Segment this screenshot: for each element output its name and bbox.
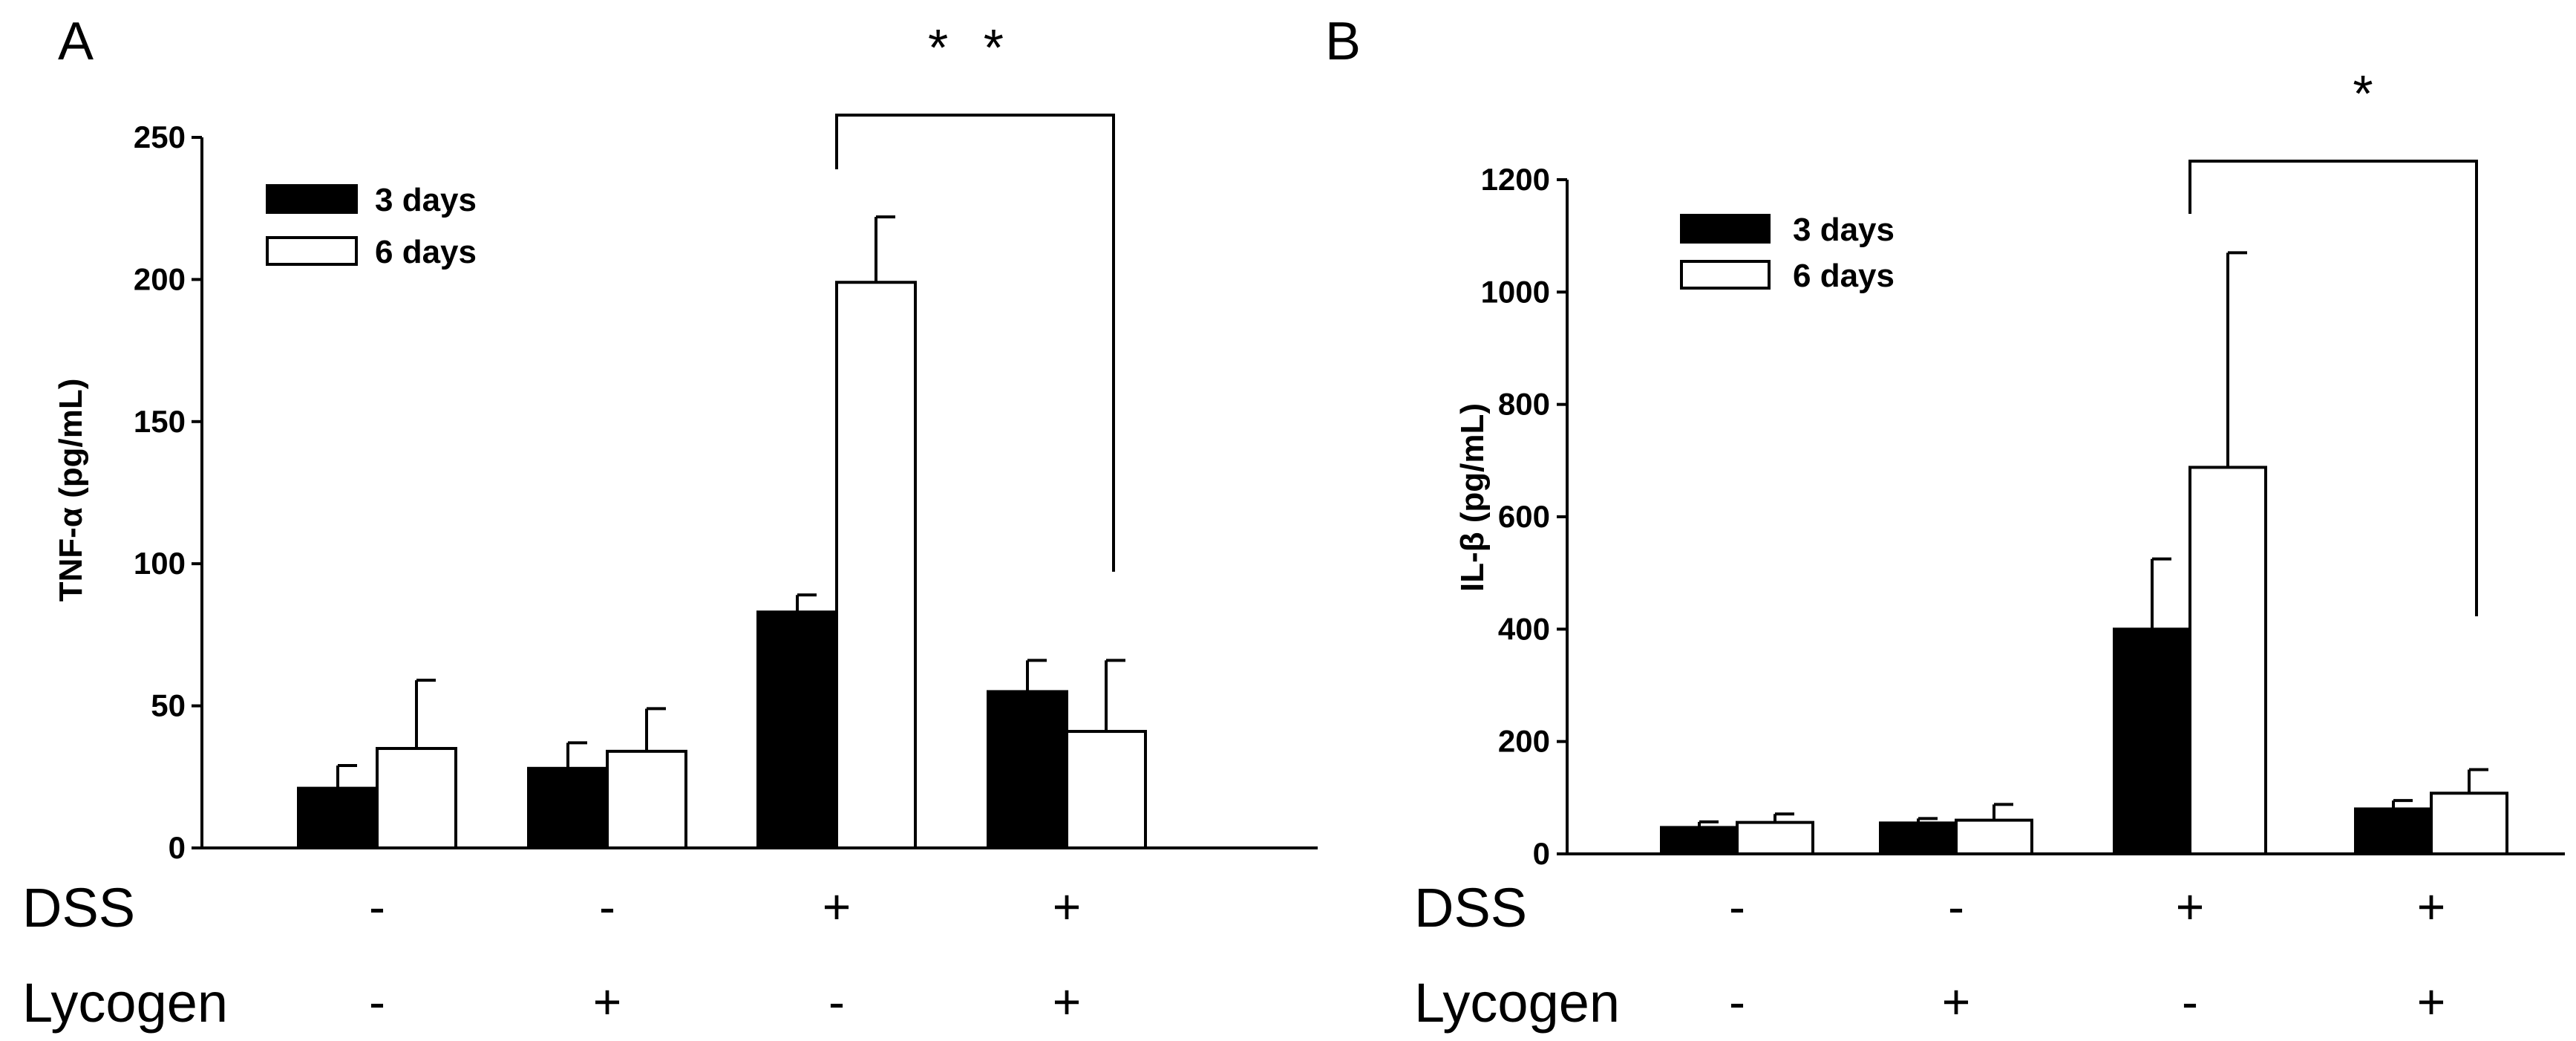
condition-row-label: DSS: [1414, 877, 1527, 939]
y-tick-label: 150: [134, 404, 186, 439]
panel-b-chart: B 0 200 400 600 800 1000 1200 IL-β (pg/mL) 3 days…: [1325, 12, 2565, 1034]
bar: [1736, 820, 1814, 856]
legend-label: 3 days: [375, 182, 477, 218]
legend-label: 3 days: [1793, 212, 1895, 248]
condition-mark: -: [369, 974, 385, 1029]
bar: [2430, 792, 2508, 856]
y-tick-label: 400: [1498, 611, 1550, 646]
condition-mark: -: [828, 974, 845, 1029]
condition-mark: -: [369, 879, 385, 934]
bar: [1065, 730, 1147, 849]
legend-swatch: [266, 184, 358, 214]
legend-label: 6 days: [1793, 258, 1895, 294]
y-tick-label: 200: [134, 261, 186, 296]
legend-swatch: [1680, 260, 1771, 290]
condition-mark: +: [593, 974, 622, 1029]
condition-mark: -: [1729, 974, 1745, 1029]
condition-mark: -: [2182, 974, 2198, 1029]
significance-label: * *: [928, 19, 1014, 76]
bar: [297, 786, 379, 850]
y-tick-label: 800: [1498, 387, 1550, 422]
legend-label: 6 days: [375, 234, 477, 270]
y-tick-label: 200: [1498, 724, 1550, 759]
y-axis-label: IL-β (pg/mL): [1454, 403, 1491, 592]
y-tick-label: 250: [134, 120, 186, 154]
condition-mark: -: [1729, 879, 1745, 934]
condition-mark: +: [823, 879, 851, 934]
bar: [2113, 627, 2191, 855]
y-tick-label: 100: [134, 546, 186, 581]
bar: [2188, 466, 2267, 855]
y-tick-label: 600: [1498, 499, 1550, 534]
bar: [987, 690, 1068, 850]
condition-row-label: Lycogen: [22, 972, 228, 1034]
bar: [376, 747, 457, 850]
bar: [527, 766, 609, 850]
bar: [1879, 821, 1958, 855]
bar: [835, 281, 917, 849]
condition-mark: +: [2417, 879, 2446, 934]
condition-mark: +: [2176, 879, 2205, 934]
bar: [1955, 818, 2033, 855]
condition-mark: +: [1053, 879, 1082, 934]
condition-mark: -: [1948, 879, 1964, 934]
panel-label: A: [58, 12, 94, 71]
significance-label: *: [2353, 65, 2383, 123]
bar: [1660, 826, 1739, 855]
condition-mark: +: [2417, 974, 2446, 1029]
y-tick-label: 50: [151, 688, 186, 723]
panel-a-chart: A 0 50 100 150 200 250 TNF-α (pg/mL) 3 days 6 day…: [22, 12, 1318, 1034]
condition-row-label: DSS: [22, 877, 135, 939]
bar: [606, 749, 687, 850]
y-tick-label: 0: [1533, 836, 1550, 871]
y-tick-label: 1200: [1481, 162, 1550, 197]
y-tick-label: 1000: [1481, 274, 1550, 309]
legend-swatch: [1680, 214, 1771, 244]
significance-bracket: [2188, 160, 2478, 616]
significance-bracket: [835, 114, 1115, 572]
condition-mark: +: [1942, 974, 1971, 1029]
condition-mark: +: [1053, 974, 1082, 1029]
bar: [2354, 807, 2433, 856]
y-tick-label: 0: [169, 830, 186, 865]
y-axis-label: TNF-α (pg/mL): [53, 379, 89, 602]
legend-swatch: [266, 236, 358, 266]
bar: [756, 610, 838, 849]
condition-row-label: Lycogen: [1414, 972, 1620, 1034]
condition-mark: -: [599, 879, 615, 934]
panel-label: B: [1325, 12, 1361, 71]
